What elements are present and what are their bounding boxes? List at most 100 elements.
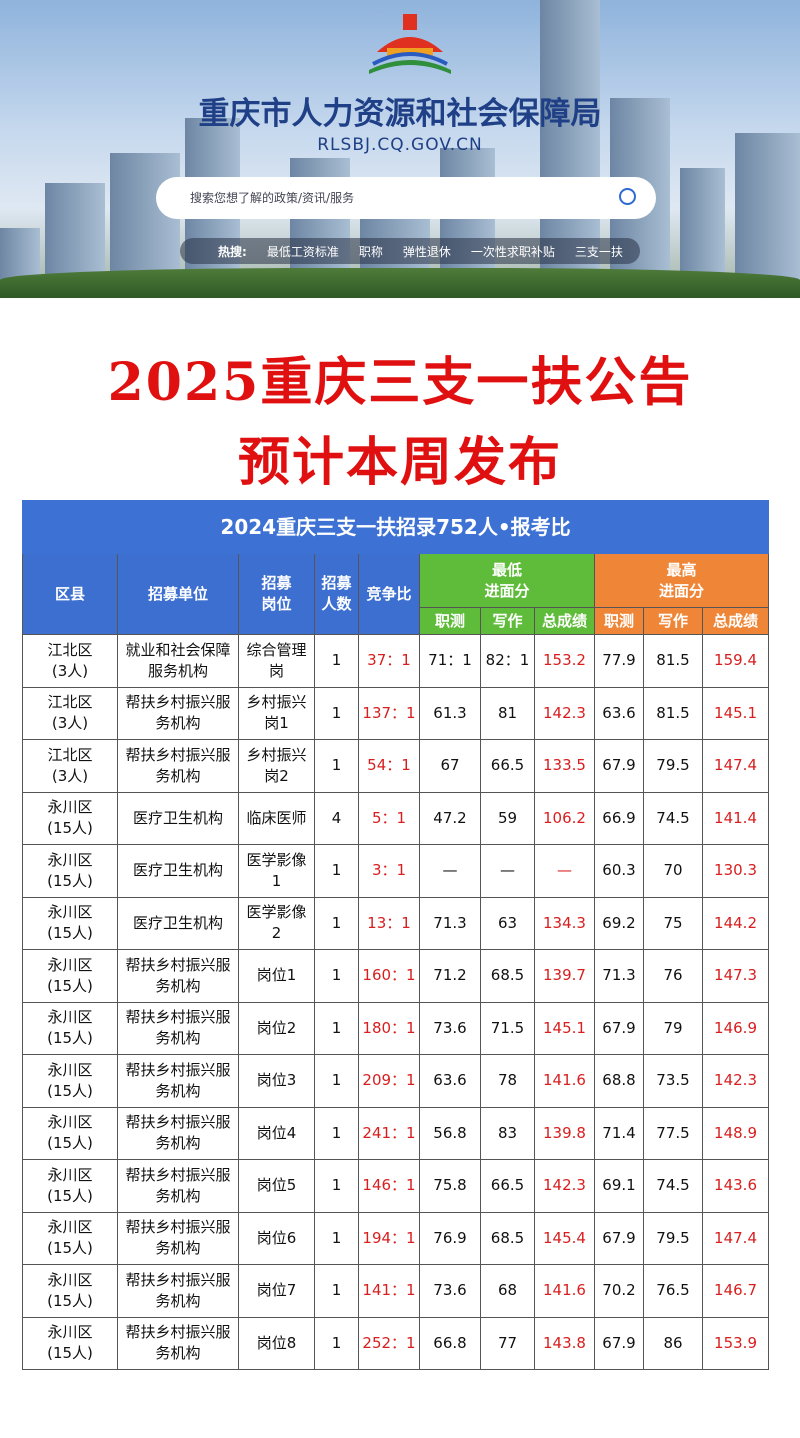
- table-cell: 1: [314, 1159, 359, 1213]
- search-placeholder: 搜索您想了解的政策/资讯/服务: [190, 191, 355, 205]
- table-cell: 56.8: [419, 1106, 481, 1160]
- column-header: 招募 人数: [314, 553, 359, 635]
- table-cell: 141.6: [534, 1264, 595, 1318]
- table-cell: 永川区 (15人): [22, 1159, 118, 1213]
- table-cell: 68.5: [480, 1211, 535, 1265]
- table-cell: 74.5: [643, 791, 703, 845]
- table-cell: 74.5: [643, 1159, 703, 1213]
- hot-link[interactable]: 弹性退休: [402, 244, 451, 259]
- table-cell: 永川区 (15人): [22, 896, 118, 950]
- hot-link[interactable]: 职称: [358, 244, 383, 259]
- table-cell: 67.9: [594, 1001, 644, 1055]
- search-icon[interactable]: [619, 188, 636, 205]
- table-cell: 81.5: [643, 686, 703, 740]
- table-cell: 252：1: [358, 1316, 420, 1370]
- table-row: 永川区 (15人) 医疗卫生机构 临床医师 4 5：1 47.2 59 106.2 66.9 74…: [22, 791, 770, 845]
- table-cell: 医疗卫生机构: [117, 844, 239, 898]
- headline: 预计本周发布: [237, 432, 562, 493]
- hot-link[interactable]: 一次性求职补贴: [470, 244, 555, 259]
- table-cell: 帮扶乡村振兴服 务机构: [117, 1211, 239, 1265]
- site-url: RLSBJ.CQ.GOV.CN: [317, 135, 483, 155]
- banner: 重庆市人力资源和社会保障局 RLSBJ.CQ.GOV.CN 搜索您想了解的政策/…: [0, 0, 800, 298]
- table-title: 2024重庆三支一扶招录752人•报考比: [21, 500, 770, 554]
- table-cell: 医疗卫生机构: [117, 896, 239, 950]
- table-cell: 71.4: [594, 1106, 644, 1160]
- table-cell: 医疗卫生机构: [117, 791, 239, 845]
- table-cell: 帮扶乡村振兴服 务机构: [117, 1264, 239, 1318]
- table-cell: 岗位5: [238, 1159, 315, 1213]
- table-cell: 82：1: [480, 634, 535, 688]
- data-table: 2024重庆三支一扶招录752人•报考比 区县 招募单位 招募 岗位 招募 人数 竞争比最…: [21, 500, 770, 1370]
- table-cell: 79.5: [643, 1211, 703, 1265]
- table-cell: 永川区 (15人): [22, 1211, 118, 1265]
- table-cell: 70: [643, 844, 703, 898]
- table-cell: 71.3: [419, 896, 481, 950]
- table-cell: 60.3: [594, 844, 644, 898]
- table-cell: 73.6: [419, 1264, 481, 1318]
- table-cell: 医学影像 1: [238, 844, 315, 898]
- table-cell: 66.8: [419, 1316, 481, 1370]
- sub-header: 总成绩: [701, 607, 770, 635]
- hot-search-bar: 热搜: 最低工资标准 职称 弹性退休 一次性求职补贴 三支一扶: [180, 238, 640, 264]
- table-cell: 帮扶乡村振兴服 务机构: [117, 1159, 239, 1213]
- table-cell: 岗位8: [238, 1316, 315, 1370]
- group-header: 最高 进面分: [593, 553, 770, 608]
- table-cell: 岗位4: [238, 1106, 315, 1160]
- table-cell: 153.9: [701, 1316, 770, 1370]
- table-cell: 66.5: [480, 739, 535, 793]
- table-cell: 1: [314, 896, 359, 950]
- hot-link[interactable]: 最低工资标准: [266, 244, 339, 259]
- table-cell: 66.5: [480, 1159, 535, 1213]
- table-cell: 帮扶乡村振兴服 务机构: [117, 1316, 239, 1370]
- table-cell: 乡村振兴 岗2: [238, 739, 315, 793]
- table-cell: 61.3: [419, 686, 481, 740]
- column-header: 招募 岗位: [238, 553, 315, 635]
- table-cell: 76.5: [643, 1264, 703, 1318]
- table-cell: 4: [314, 791, 359, 845]
- table-cell: 76: [643, 949, 703, 1003]
- table-cell: 67.9: [594, 1316, 644, 1370]
- table-cell: 永川区 (15人): [22, 844, 118, 898]
- table-cell: 139.7: [534, 949, 595, 1003]
- hot-link[interactable]: 三支一扶: [574, 244, 623, 259]
- table-cell: 79: [643, 1001, 703, 1055]
- search-box[interactable]: 搜索您想了解的政策/资讯/服务: [156, 177, 656, 219]
- header-row: 职测 写作 总成绩 职测 写作 总成绩: [23, 607, 770, 635]
- table-cell: —: [534, 844, 595, 898]
- table-cell: 141：1: [358, 1264, 420, 1318]
- table-cell: 帮扶乡村振兴服 务机构: [117, 1054, 239, 1108]
- table-cell: 130.3: [701, 844, 770, 898]
- sub-header: 写作: [480, 607, 535, 635]
- table-cell: 63: [480, 896, 535, 950]
- table-cell: 帮扶乡村振兴服 务机构: [117, 949, 239, 1003]
- table-cell: 1: [314, 1264, 359, 1318]
- sub-header: 职测: [594, 607, 644, 635]
- table-cell: 147.3: [701, 949, 770, 1003]
- table-cell: 77: [480, 1316, 535, 1370]
- table-cell: 1: [314, 949, 359, 1003]
- table-cell: 180：1: [358, 1001, 420, 1055]
- table-cell: 73.5: [643, 1054, 703, 1108]
- table-cell: 137：1: [358, 686, 420, 740]
- header-row: 区县 招募单位 招募 岗位 招募 人数 竞争比 最低 进面分 最高 进面分: [22, 553, 770, 635]
- table-cell: 73.6: [419, 1001, 481, 1055]
- table-cell: 1: [314, 686, 359, 740]
- table-cell: 永川区 (15人): [22, 1264, 118, 1318]
- table-cell: 145.4: [534, 1211, 595, 1265]
- table-cell: 79.5: [643, 739, 703, 793]
- table-cell: 永川区 (15人): [22, 1106, 118, 1160]
- table-cell: 乡村振兴 岗1: [238, 686, 315, 740]
- table-cell: 54：1: [358, 739, 420, 793]
- table-cell: 综合管理 岗: [238, 634, 315, 688]
- table-row: 永川区 (15人) 帮扶乡村振兴服 务机构 岗位3 1 209：1 63.6 78 141.6…: [22, 1054, 770, 1108]
- table-cell: 194：1: [358, 1211, 420, 1265]
- table-cell: 71.2: [419, 949, 481, 1003]
- table-cell: —: [419, 844, 481, 898]
- table-cell: 141.4: [701, 791, 770, 845]
- table-cell: 241：1: [358, 1106, 420, 1160]
- logo: [369, 14, 451, 74]
- table-cell: 145.1: [701, 686, 770, 740]
- table-cell: 1: [314, 1001, 359, 1055]
- table-cell: 63.6: [594, 686, 644, 740]
